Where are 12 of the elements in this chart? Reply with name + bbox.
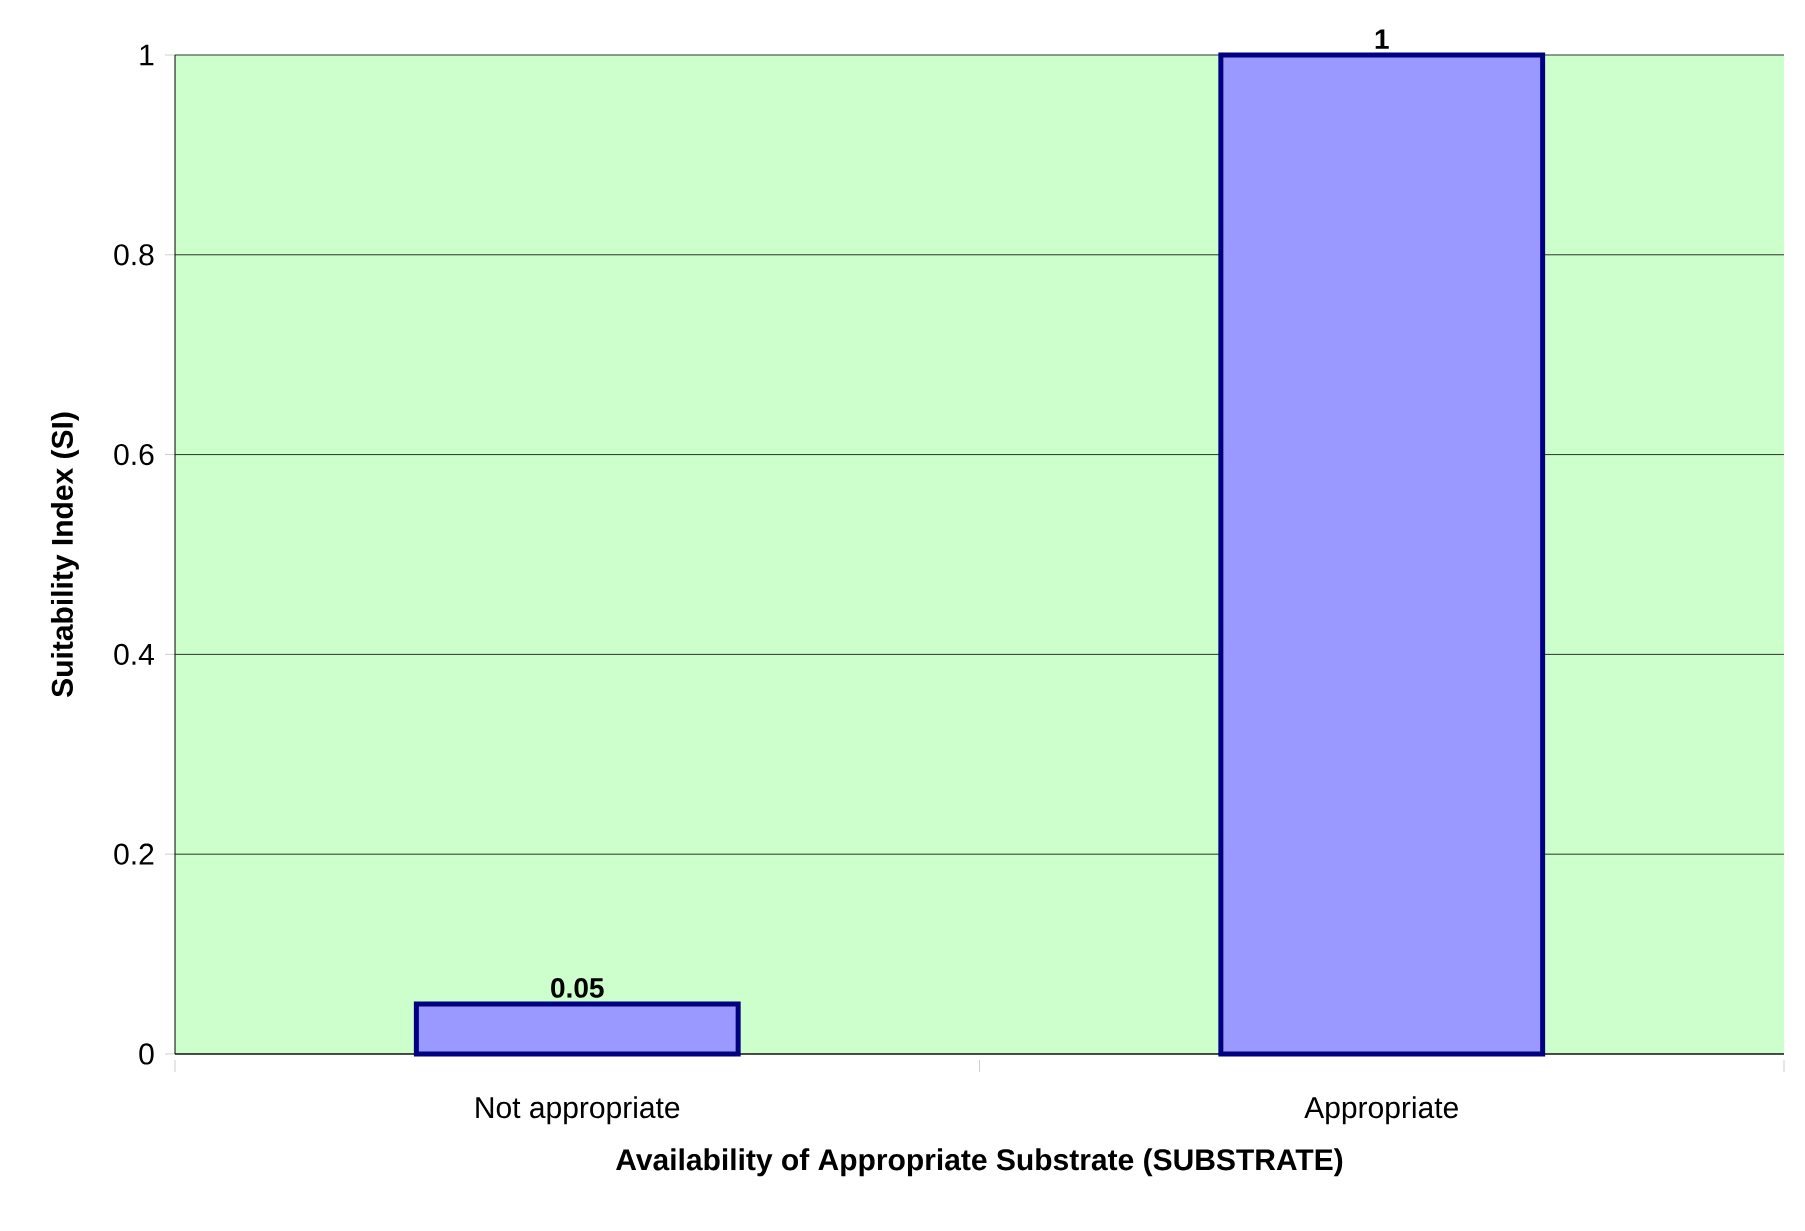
y-tick-label: 1 [140, 44, 154, 66]
y-axis-title: Suitability Index (SI) [50, 412, 79, 697]
y-tick-label: 0.6 [114, 443, 154, 466]
y-tick-label: 0 [139, 1043, 154, 1065]
y-tick-label: 0.2 [114, 843, 154, 865]
data-label: 1 [1375, 29, 1389, 49]
x-axis-title: Availability of Appropriate Substrate (SUBSTRATE) [616, 1148, 1343, 1177]
y-tick-label: 0.4 [114, 643, 154, 666]
x-tick-label: Appropriate [1304, 1096, 1458, 1125]
data-label: 0.05 [551, 978, 604, 998]
y-tick-label: 0.8 [114, 244, 154, 266]
x-tick-label: Not appropriate [476, 1096, 680, 1125]
